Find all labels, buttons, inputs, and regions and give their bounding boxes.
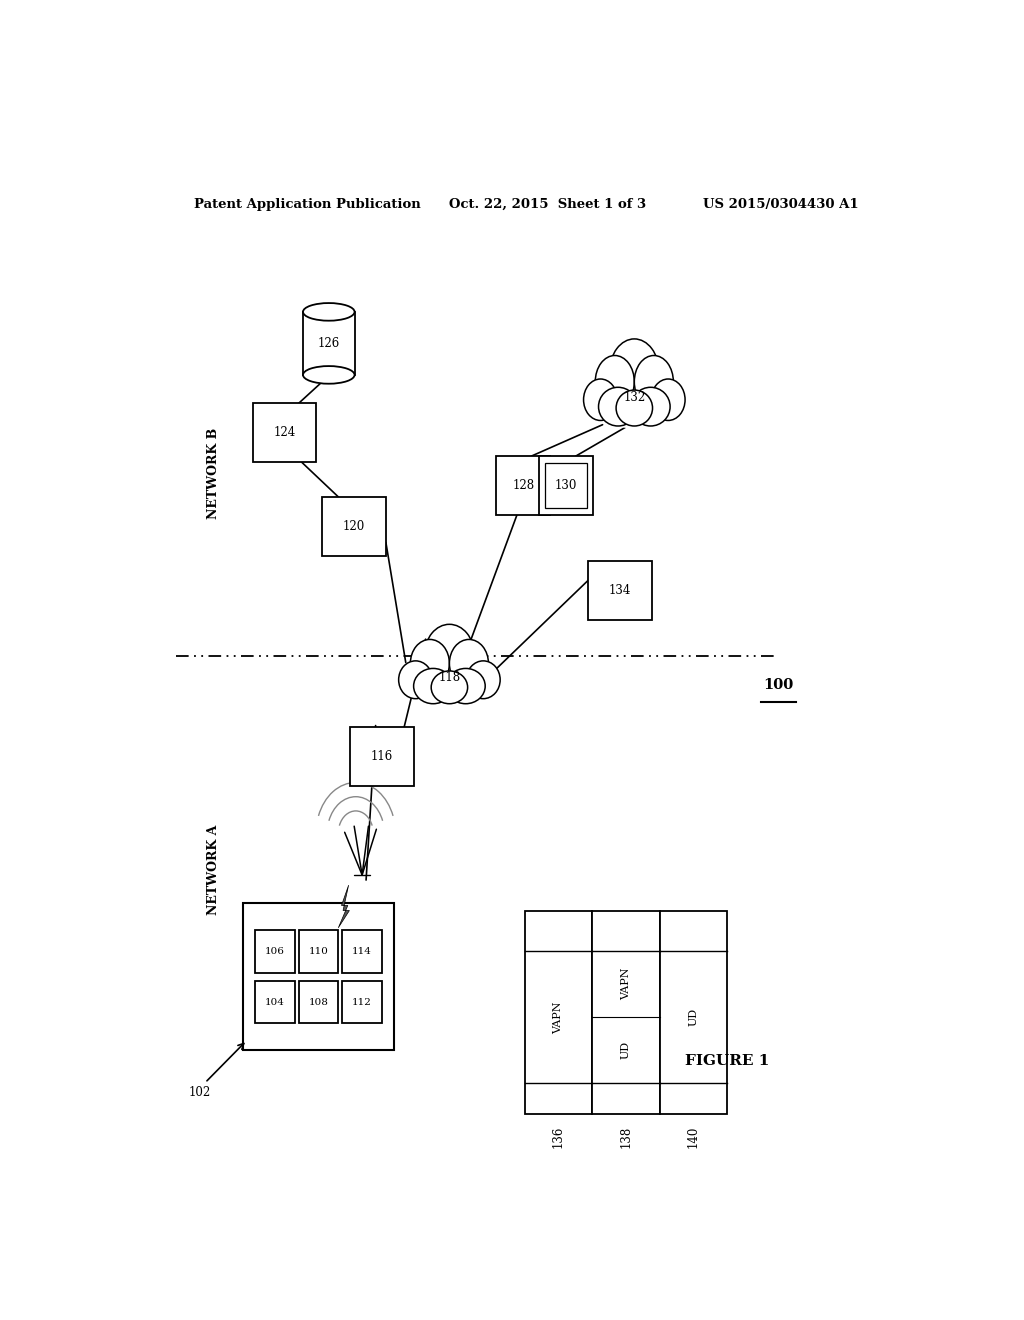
Text: UD: UD: [621, 1041, 631, 1060]
Text: 118: 118: [438, 672, 461, 684]
Ellipse shape: [466, 661, 500, 698]
Text: 124: 124: [273, 426, 296, 440]
Bar: [497, 457, 550, 515]
Ellipse shape: [631, 387, 670, 426]
Ellipse shape: [592, 359, 677, 429]
Ellipse shape: [408, 643, 492, 706]
Text: VAPN: VAPN: [621, 968, 631, 1001]
Text: 104: 104: [265, 998, 285, 1007]
Text: 126: 126: [317, 337, 340, 350]
Bar: [545, 463, 588, 508]
Bar: [342, 929, 382, 973]
Text: NETWORK B: NETWORK B: [207, 428, 220, 519]
Bar: [299, 929, 338, 973]
Bar: [342, 981, 382, 1023]
Text: 132: 132: [624, 391, 645, 404]
Text: 102: 102: [189, 1086, 211, 1100]
Bar: [524, 911, 592, 1114]
Bar: [255, 929, 295, 973]
Text: 138: 138: [620, 1126, 633, 1148]
Text: 108: 108: [308, 998, 329, 1007]
Bar: [539, 457, 593, 515]
Bar: [303, 312, 354, 375]
Text: 100: 100: [763, 678, 794, 692]
Ellipse shape: [411, 639, 450, 688]
Text: 110: 110: [308, 946, 329, 956]
Text: 134: 134: [609, 583, 631, 597]
Ellipse shape: [595, 355, 634, 408]
Text: 112: 112: [352, 998, 372, 1007]
Text: 106: 106: [265, 946, 285, 956]
Ellipse shape: [609, 339, 659, 405]
Text: Patent Application Publication: Patent Application Publication: [194, 198, 421, 211]
Ellipse shape: [414, 668, 453, 704]
Ellipse shape: [398, 661, 432, 698]
Bar: [243, 903, 394, 1051]
Polygon shape: [338, 886, 349, 928]
Text: 116: 116: [371, 750, 393, 763]
Bar: [253, 404, 316, 462]
Ellipse shape: [425, 624, 474, 685]
Text: FIGURE 1: FIGURE 1: [685, 1053, 769, 1068]
Text: 136: 136: [552, 1126, 565, 1148]
Bar: [323, 496, 386, 556]
Bar: [659, 911, 727, 1114]
Ellipse shape: [431, 671, 468, 704]
Ellipse shape: [450, 639, 488, 688]
Text: NETWORK A: NETWORK A: [207, 825, 220, 915]
Bar: [299, 981, 338, 1023]
Text: VAPN: VAPN: [554, 1001, 563, 1034]
Text: Oct. 22, 2015  Sheet 1 of 3: Oct. 22, 2015 Sheet 1 of 3: [450, 198, 646, 211]
Ellipse shape: [446, 668, 485, 704]
Text: UD: UD: [688, 1008, 698, 1027]
Ellipse shape: [303, 304, 354, 321]
Ellipse shape: [303, 366, 354, 384]
Bar: [588, 561, 651, 620]
Text: US 2015/0304430 A1: US 2015/0304430 A1: [703, 198, 859, 211]
Text: 130: 130: [555, 479, 578, 492]
Bar: [350, 726, 414, 785]
Ellipse shape: [634, 355, 674, 408]
Ellipse shape: [651, 379, 685, 421]
Ellipse shape: [598, 387, 638, 426]
Text: 128: 128: [512, 479, 535, 492]
Ellipse shape: [584, 379, 617, 421]
Bar: [255, 981, 295, 1023]
Bar: [592, 911, 659, 1114]
Text: 114: 114: [352, 946, 372, 956]
Ellipse shape: [616, 389, 652, 426]
Text: 120: 120: [343, 520, 366, 533]
Text: 140: 140: [687, 1126, 700, 1148]
